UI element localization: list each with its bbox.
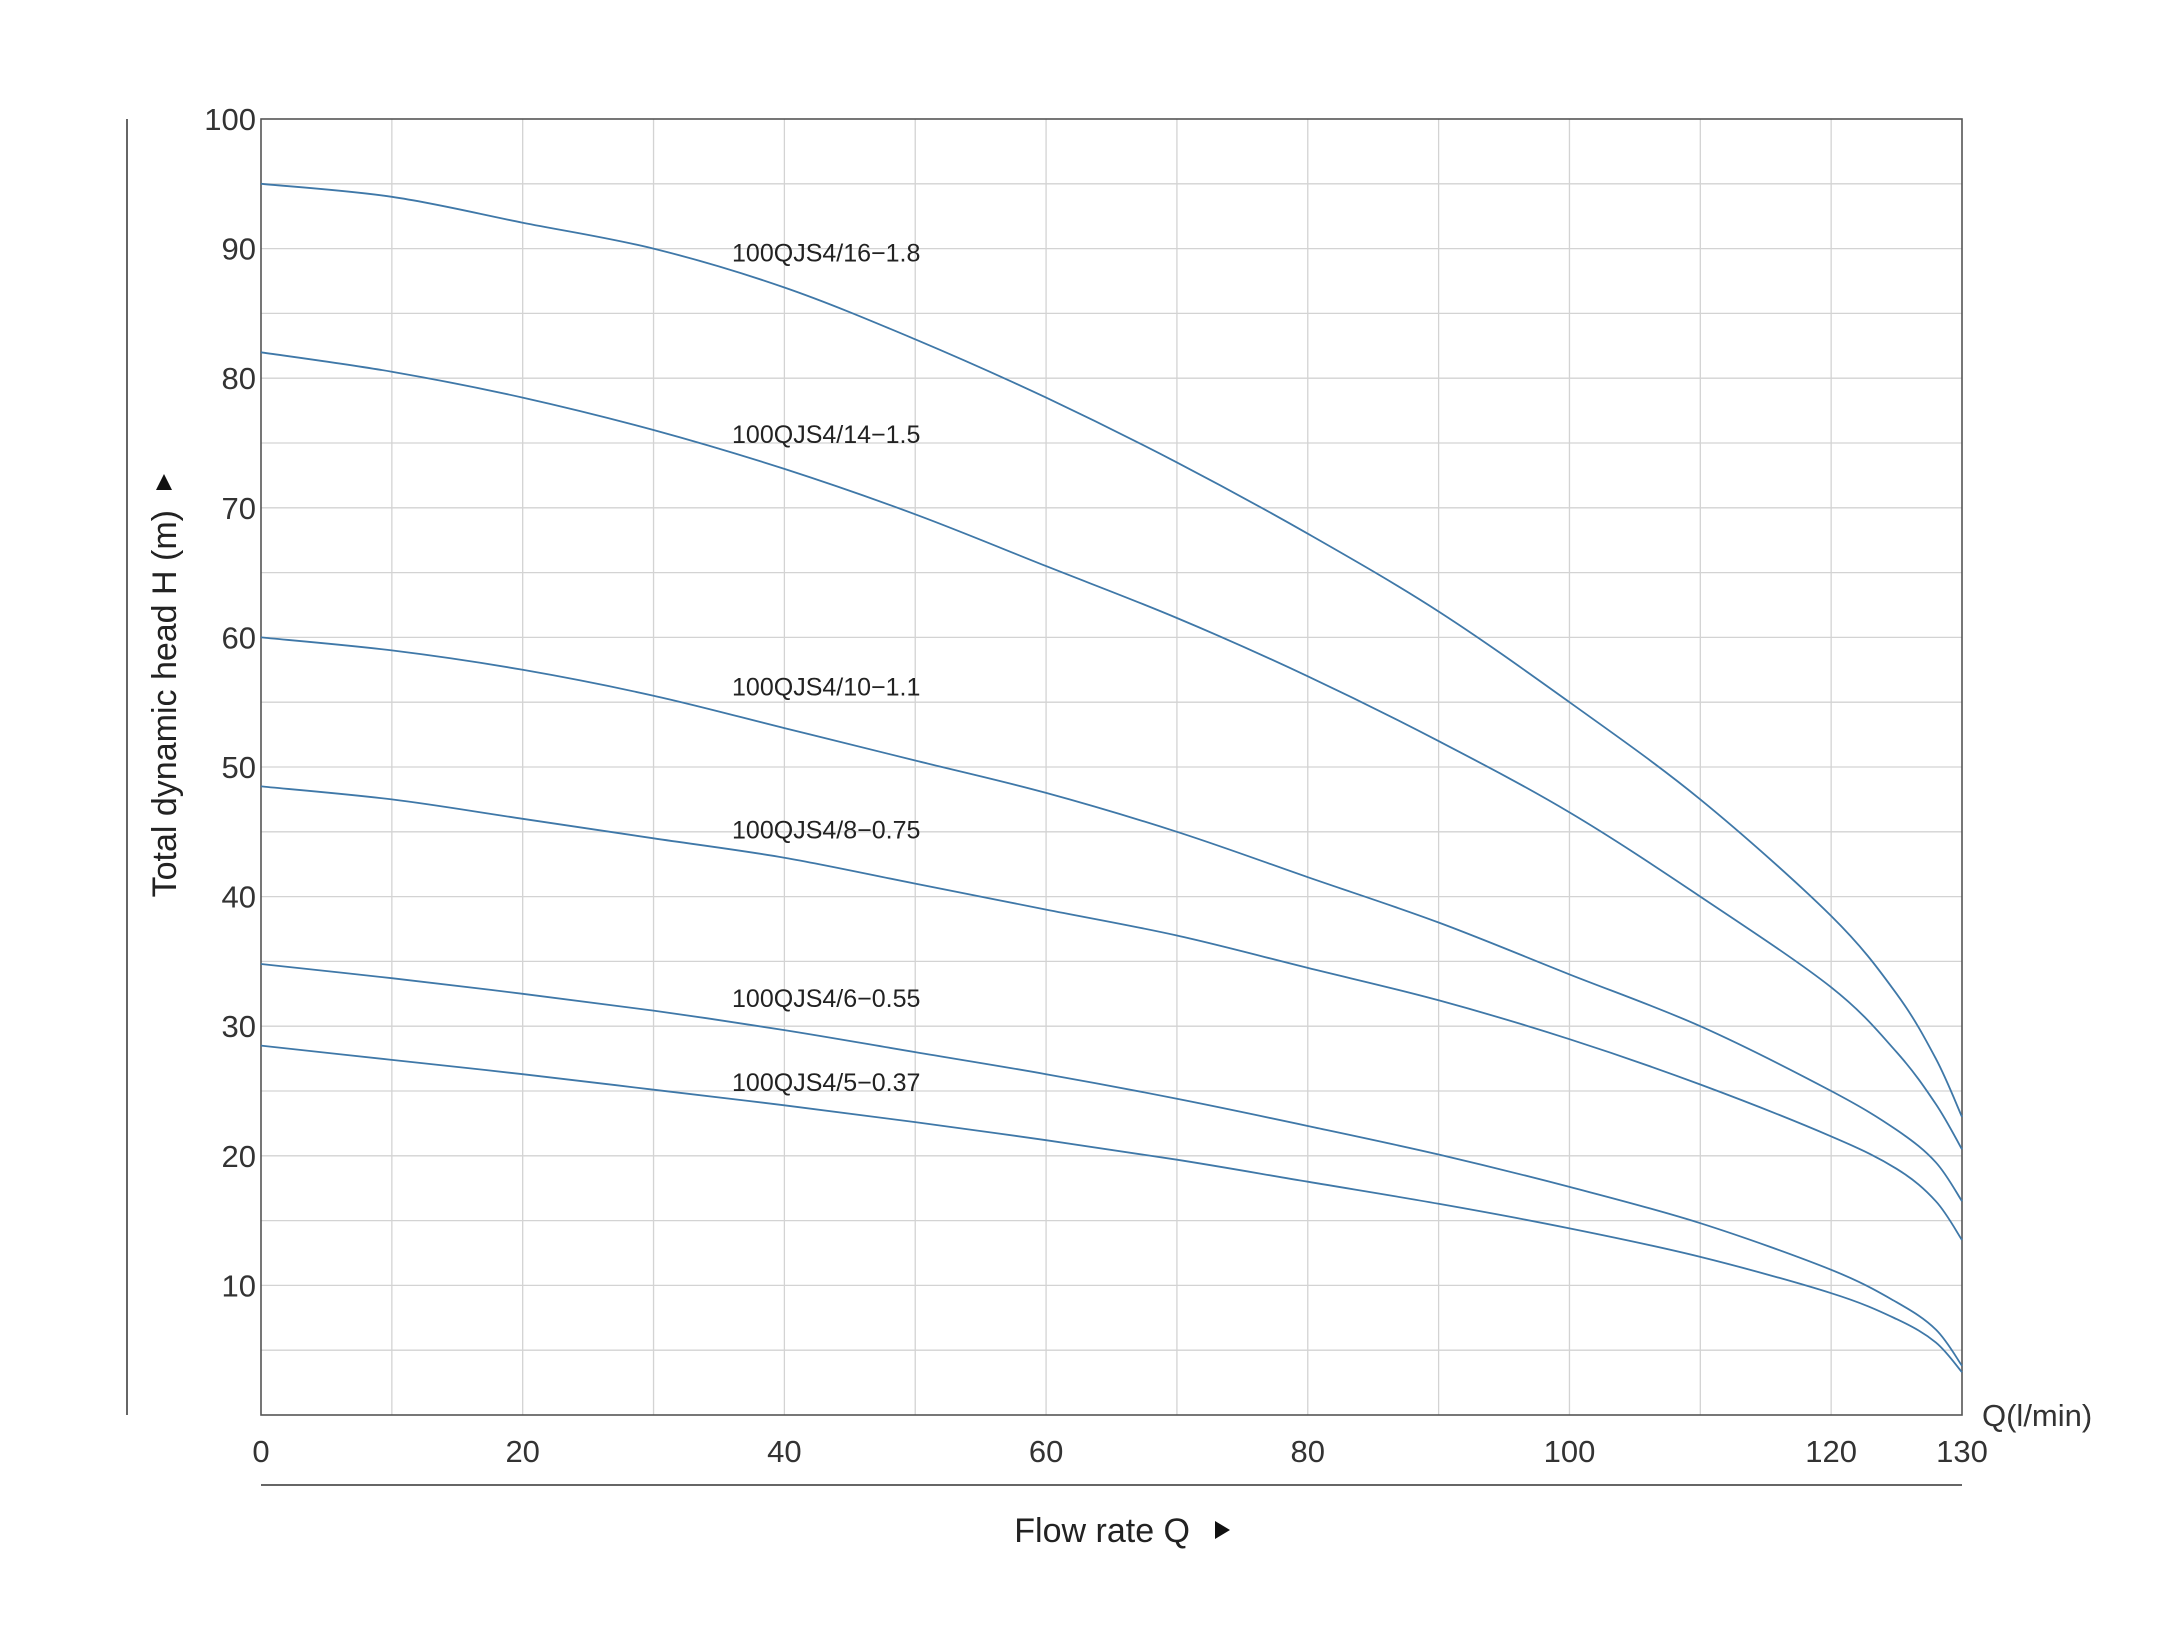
x-axis-title-group: Flow rate Q — [1014, 1512, 1230, 1550]
y-tick-label: 10 — [222, 1268, 256, 1303]
series-label: 100QJS4/10−1.1 — [732, 674, 920, 702]
series-line — [260, 1044, 1963, 1373]
series-line — [260, 963, 1963, 1367]
series-line — [260, 785, 1963, 1241]
y-tick-label: 60 — [222, 620, 256, 655]
x-tick-label: 20 — [505, 1434, 539, 1469]
series-label: 100QJS4/14−1.5 — [732, 421, 920, 449]
x-axis-ticks: 0 20 40 60 80 100 120 130 — [252, 1434, 1987, 1469]
y-axis-title: Total dynamic head H (m) — [146, 510, 184, 897]
plot-frame — [260, 118, 1963, 1416]
series-line — [260, 182, 1963, 1118]
y-axis-title-group: Total dynamic head H (m) — [146, 474, 184, 897]
x-tick-label: 40 — [767, 1434, 801, 1469]
x-tick-label: 80 — [1291, 1434, 1325, 1469]
y-tick-label: 90 — [222, 232, 256, 267]
y-tick-label: 80 — [222, 361, 256, 396]
right-arrow-icon — [1215, 1521, 1230, 1539]
y-axis-ticks: 10 20 30 40 50 60 70 80 90 100 — [204, 102, 256, 1303]
y-tick-label: 100 — [204, 102, 256, 137]
grid — [261, 119, 1962, 1415]
x-tick-label: 120 — [1805, 1434, 1857, 1469]
x-tick-label: 0 — [252, 1434, 269, 1469]
x-tick-label: 100 — [1544, 1434, 1596, 1469]
series-labels: 100QJS4/16−1.8 100QJS4/14−1.5 100QJS4/10−1… — [732, 240, 920, 1097]
y-tick-label: 70 — [222, 491, 256, 526]
x-unit-label: Q(l/min) — [1982, 1398, 2092, 1433]
y-tick-label: 40 — [222, 880, 256, 915]
series-line — [260, 636, 1963, 1202]
y-tick-label: 50 — [222, 750, 256, 785]
series-label: 100QJS4/6−0.55 — [732, 985, 920, 1013]
curves — [260, 182, 1963, 1373]
up-arrow-icon — [156, 474, 172, 490]
y-tick-label: 30 — [222, 1009, 256, 1044]
series-label: 100QJS4/8−0.75 — [732, 816, 920, 844]
series-label: 100QJS4/5−0.37 — [732, 1069, 920, 1097]
y-tick-label: 20 — [222, 1139, 256, 1174]
x-axis-title: Flow rate Q — [1014, 1512, 1190, 1550]
x-tick-label: 130 — [1936, 1434, 1988, 1469]
x-tick-label: 60 — [1029, 1434, 1063, 1469]
series-label: 100QJS4/16−1.8 — [732, 240, 920, 268]
series-line — [260, 351, 1963, 1150]
